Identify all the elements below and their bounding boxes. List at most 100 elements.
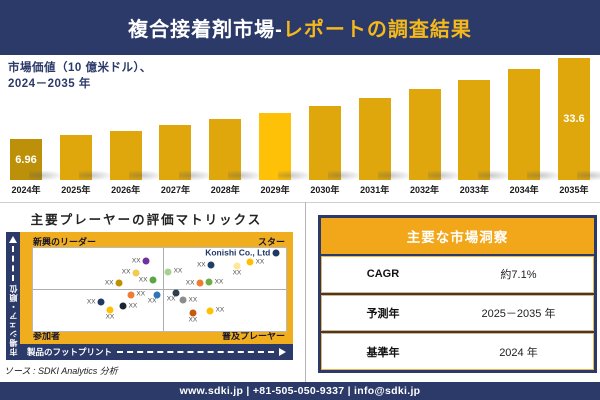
dot-placeholder-label: XX bbox=[188, 316, 198, 324]
dot-placeholder-label: XX bbox=[86, 297, 96, 305]
bar-chart: 6.96 2024年 2025年 2026年 2027年 2028年 2029年 2030年 2… bbox=[10, 54, 600, 195]
insight-row-value: 2024 年 bbox=[499, 346, 538, 359]
dot-placeholder-label: XX bbox=[255, 257, 265, 265]
matrix-dot: XX bbox=[246, 258, 264, 266]
y-axis-dashed-line bbox=[12, 246, 14, 281]
dot-marker-icon bbox=[179, 296, 187, 304]
quadrant-label-emerging-leaders: 新興のリーダー bbox=[33, 237, 97, 247]
bar-2025年 bbox=[59, 135, 115, 181]
matrix-plot-area: XX XX XX XX XX XX XX XX XX XX XX XX XX XX XX Konishi Co… bbox=[32, 247, 287, 332]
bar-column: 2034年 bbox=[508, 54, 563, 195]
matrix-dot-highlight: Konishi Co., Ltd bbox=[205, 249, 280, 257]
bar-2024年: 6.96 bbox=[10, 139, 65, 181]
dot-marker-icon bbox=[172, 289, 180, 297]
dot-marker-icon bbox=[132, 269, 140, 277]
plot-horizontal-midline bbox=[33, 289, 286, 290]
bar-2028年 bbox=[209, 119, 264, 181]
footer-contact-bar: www.sdki.jp | +81-505-050-9337 | info@sd… bbox=[0, 382, 600, 400]
bar-column: 2025年 bbox=[59, 54, 115, 195]
dot-placeholder-label: XX bbox=[131, 256, 141, 264]
dot-marker-icon bbox=[207, 261, 215, 269]
quadrant-label-participants: 参加者 bbox=[33, 331, 61, 341]
page-title: 複合接着剤市場-レポートの調査結果 bbox=[128, 13, 472, 42]
dot-marker-icon bbox=[127, 291, 135, 299]
dot-placeholder-label: XX bbox=[196, 260, 206, 268]
bar-value-label: 6.96 bbox=[15, 153, 37, 166]
insight-row-label: CAGR bbox=[366, 268, 400, 281]
bar-column: 6.96 2024年 bbox=[10, 54, 65, 195]
bar-year-label: 2031年 bbox=[360, 185, 390, 195]
bar-year-label: 2027年 bbox=[160, 185, 190, 195]
dot-placeholder-label: XX bbox=[128, 301, 138, 309]
matrix-dot: XX bbox=[127, 291, 145, 299]
x-axis-dashed-line bbox=[117, 351, 274, 353]
insight-row-label: 基準年 bbox=[366, 346, 400, 359]
dot-marker-icon bbox=[115, 279, 123, 287]
matrix-dot: XX bbox=[119, 302, 137, 310]
dot-marker-icon bbox=[153, 291, 161, 299]
chart-caption-line1: 市場価値（10 億米ドル）、 bbox=[8, 62, 152, 74]
player-matrix-section: 主要プレーヤーの評価マトリックス 市場シェア・順位 新興のリーダー スター 参加… bbox=[0, 202, 305, 382]
dot-marker-icon bbox=[97, 298, 105, 306]
bar-year-label: 2035年 bbox=[559, 185, 589, 195]
horizontal-divider bbox=[0, 202, 600, 203]
dot-placeholder-label: XX bbox=[188, 295, 198, 303]
matrix-title: 主要プレーヤーの評価マトリックス bbox=[30, 213, 263, 227]
dot-placeholder-label: XX bbox=[232, 269, 242, 277]
x-axis-label: 製品のフットプリント bbox=[27, 347, 113, 357]
matrix-dot: XX bbox=[132, 257, 150, 265]
matrix-dot: XX bbox=[186, 279, 204, 287]
bar-column: 2032年 bbox=[408, 54, 463, 195]
company-name-label: Konishi Co., Ltd bbox=[205, 247, 271, 258]
matrix-dot: XX bbox=[189, 309, 197, 323]
bar-2027年 bbox=[159, 125, 214, 181]
dot-marker-icon bbox=[272, 249, 280, 257]
page-title-main: 複合接着剤市場- bbox=[128, 19, 283, 41]
dot-marker-icon bbox=[189, 309, 197, 317]
dot-marker-icon bbox=[205, 278, 213, 286]
bar-2029年 bbox=[259, 113, 314, 181]
matrix-dot: XX bbox=[105, 279, 123, 287]
dot-placeholder-label: XX bbox=[173, 267, 183, 275]
bar-year-label: 2026年 bbox=[111, 185, 141, 195]
bar-column: 2029年 bbox=[259, 54, 314, 195]
dot-marker-icon bbox=[206, 307, 214, 315]
matrix-dot: XX bbox=[106, 306, 114, 320]
dot-placeholder-label: XX bbox=[121, 268, 131, 276]
bar-year-label: 2033年 bbox=[459, 185, 489, 195]
matrix-dot: XX bbox=[87, 298, 105, 306]
insight-row: CAGR 約7.1% bbox=[321, 256, 594, 293]
market-insights-table: 主要な市場洞察 CAGR 約7.1% 予測年 2025－2035 年基準年 2024 年 bbox=[318, 215, 597, 373]
bar-column: 2028年 bbox=[209, 54, 264, 195]
matrix-dot: XX bbox=[206, 307, 224, 315]
dot-placeholder-label: XX bbox=[104, 278, 114, 286]
matrix-box: 市場シェア・順位 新興のリーダー スター 参加者 普及プレーヤー XX XX XX X… bbox=[6, 232, 293, 360]
dot-placeholder-label: XX bbox=[185, 278, 195, 286]
matrix-dot: XX bbox=[164, 268, 182, 276]
bar-2033年 bbox=[458, 80, 513, 181]
bar-column: 2026年 bbox=[109, 54, 164, 195]
dot-placeholder-label: XX bbox=[105, 313, 115, 321]
dot-marker-icon bbox=[164, 268, 172, 276]
bar-2032年 bbox=[408, 89, 463, 181]
page-title-accent: レポートの調査結果 bbox=[282, 19, 472, 41]
insight-row-label: 予測年 bbox=[366, 308, 400, 320]
insight-row: 基準年 2024 年 bbox=[321, 333, 594, 371]
bar-2034年 bbox=[508, 69, 563, 181]
dot-placeholder-label: XX bbox=[166, 295, 176, 303]
matrix-dot: XX bbox=[122, 269, 140, 277]
quadrant-label-pervasive-players: 普及プレーヤー bbox=[221, 331, 285, 341]
source-note: ソース : SDKI Analytics 分析 bbox=[4, 366, 118, 376]
matrix-dot: XX bbox=[233, 262, 241, 276]
insight-row: 予測年 2025－2035 年 bbox=[321, 294, 594, 332]
arrow-up-icon bbox=[9, 236, 17, 243]
market-insights-section: 主要な市場洞察 CAGR 約7.1% 予測年 2025－2035 年基準年 2024 年 bbox=[306, 202, 600, 382]
chart-caption-line2: 2024－2035 年 bbox=[8, 78, 91, 91]
matrix-dot: XX bbox=[197, 261, 215, 269]
bar-year-label: 2029年 bbox=[260, 185, 290, 195]
dot-placeholder-label: XX bbox=[138, 275, 148, 283]
bar-column: 2027年 bbox=[159, 54, 214, 195]
dot-marker-icon bbox=[233, 262, 241, 270]
dot-placeholder-label: XX bbox=[214, 277, 224, 285]
